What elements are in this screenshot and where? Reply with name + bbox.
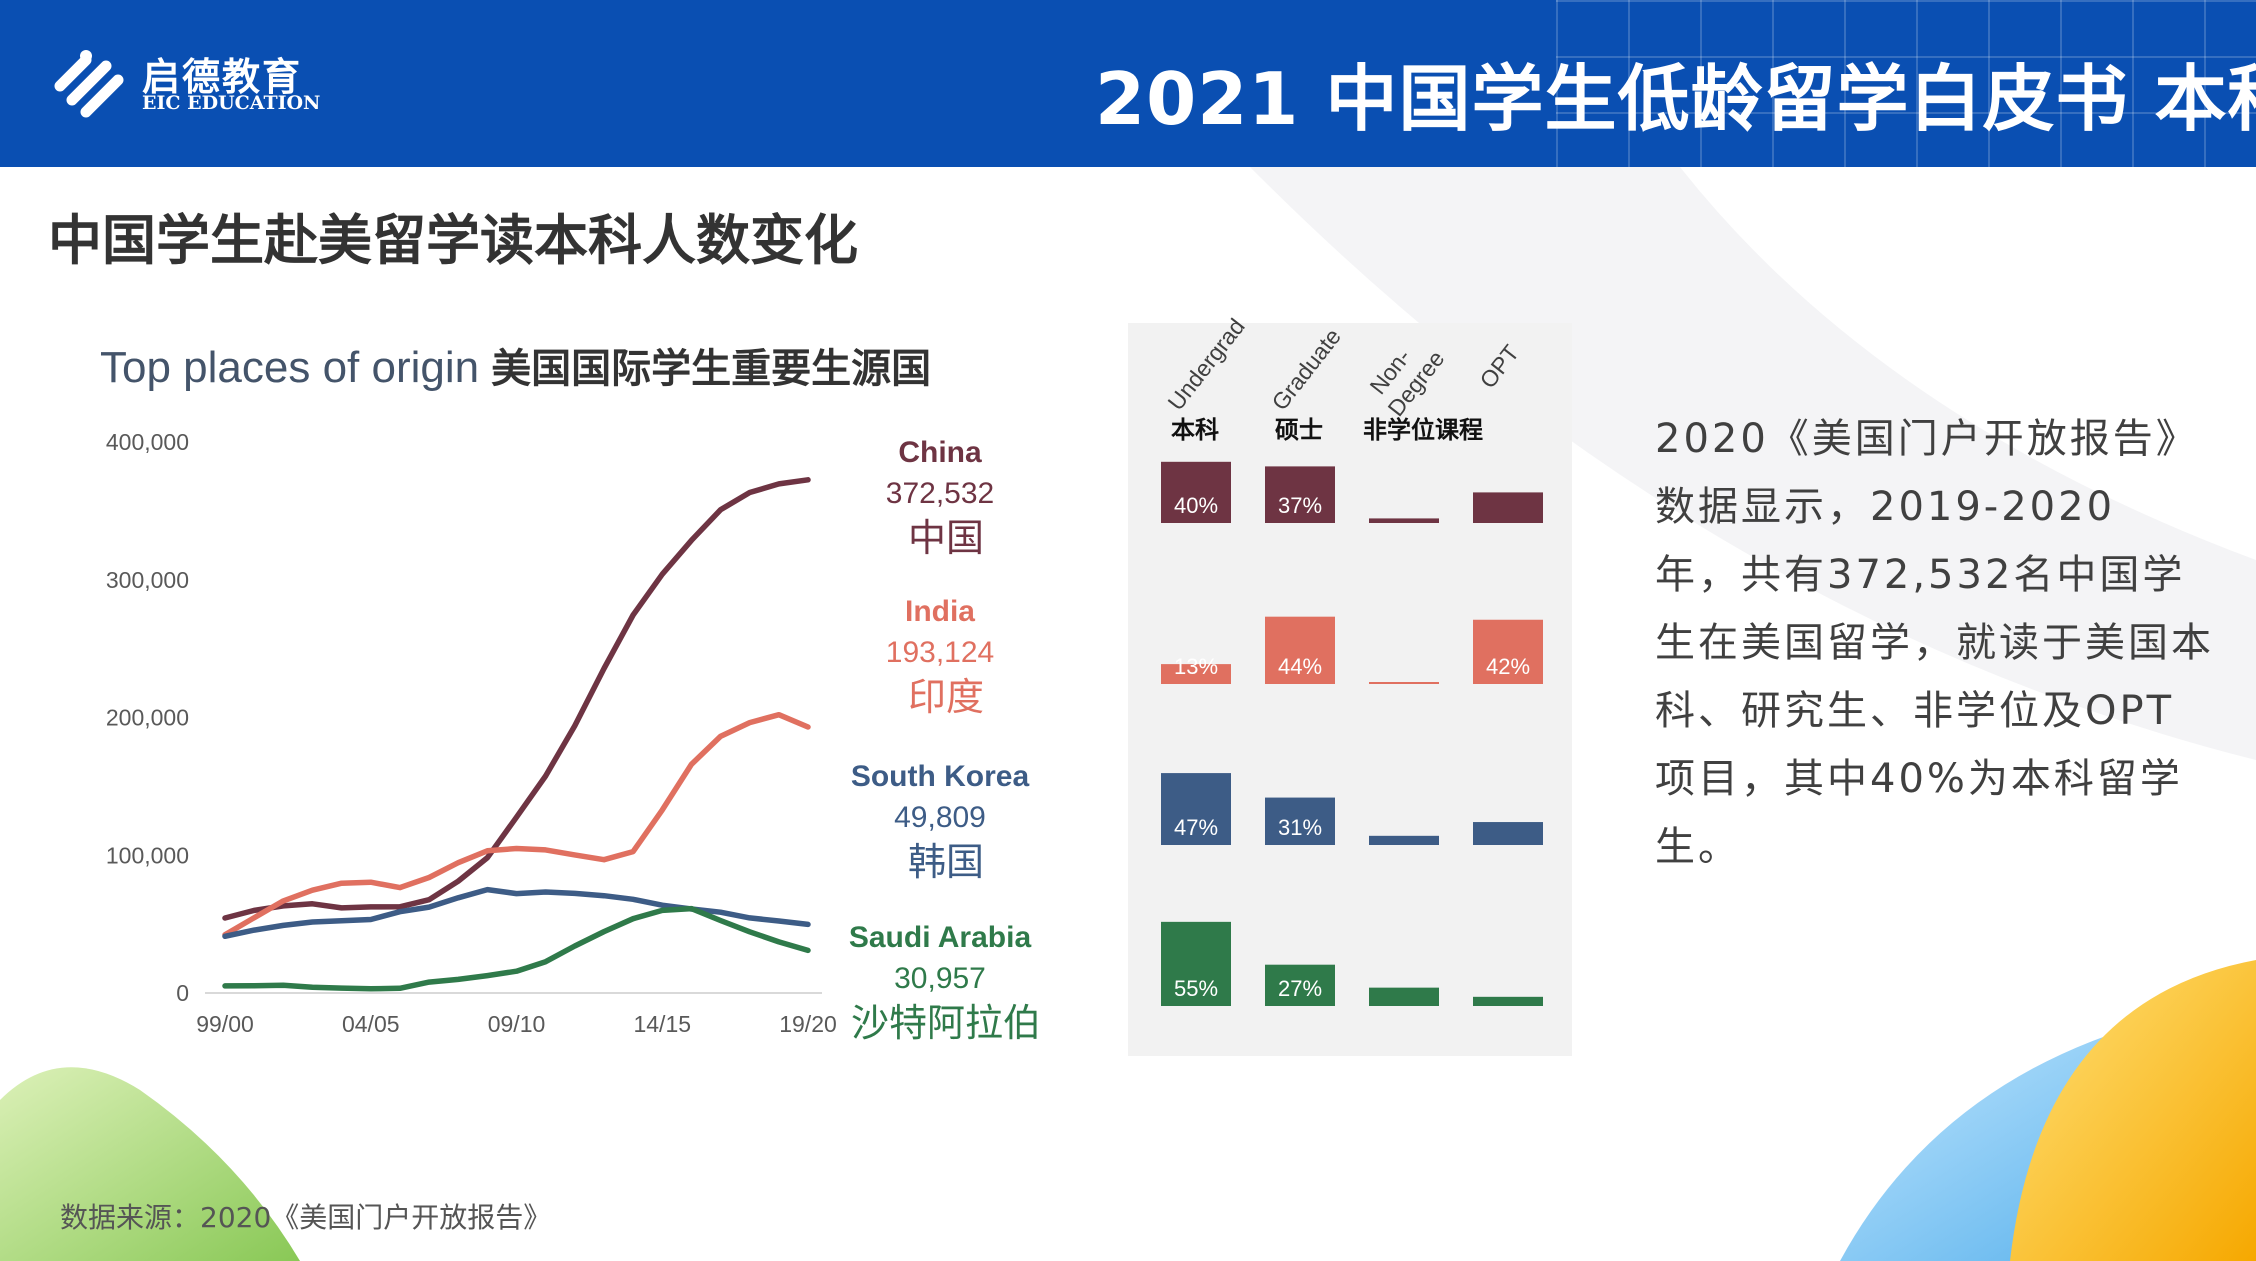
bar-india-3 [1473,619,1543,684]
series-line-china [222,477,811,921]
series-line-saudi [222,905,811,992]
bar-china-2 [1369,518,1439,523]
category-label-en: Non- [1364,344,1415,399]
data-source-note: 数据来源：2020《美国门户开放报告》 [60,1201,552,1234]
header-bar: 启德教育 EIC EDUCATION 2021 中国学生低龄留学白皮书 本科篇 [0,0,2256,167]
bar-china-0 [1161,461,1231,523]
series-name-en: South Korea [851,760,1030,793]
series-value-label: 49,809 [894,801,986,834]
bar-saudi-0 [1161,921,1231,1006]
line-chart-title-en: Top places of origin [100,343,480,392]
category-label-cn: 硕士 [1275,416,1323,444]
bar-data-label: 44% [1278,654,1322,679]
category-label-cn: 本科 [1171,416,1219,444]
bar-china-1 [1265,466,1335,523]
series-name-en: Saudi Arabia [849,921,1032,954]
y-tick-label: 200,000 [106,705,189,731]
line-chart-title: Top places of origin 美国国际学生重要生源国 [100,336,931,394]
series-name-cn: 沙特阿拉伯 [851,1001,1041,1045]
series-name-cn: 中国 [908,516,984,560]
category-label-cn: 非学位课程 [1363,416,1483,444]
blue-swoosh [1840,1000,2256,1261]
bar-panel-background [1128,323,1572,1056]
summary-paragraph: 2020《美国门户开放报告》数据显示，2019-2020 年，共有372,532… [1655,416,2214,870]
y-tick-label: 100,000 [106,842,189,868]
series-value-label: 193,124 [886,636,994,669]
header-grid-pattern [1556,0,2256,167]
series-value-label: 30,957 [894,962,986,995]
logo-en-text: EIC EDUCATION [142,92,321,114]
line-chart-title-cn: 美国国际学生重要生源国 [491,346,932,392]
y-tick-label: 400,000 [106,429,189,455]
series-line-india [222,711,811,938]
series-name-en: China [898,436,982,469]
series-label-china: China 372,532 中国 [886,436,994,560]
y-tick-label: 300,000 [106,567,189,593]
bar-data-label: 27% [1278,976,1322,1001]
category-label-en: Degree [1382,346,1449,421]
bar-korea-0 [1161,773,1231,845]
bar-saudi-2 [1369,987,1439,1006]
x-tick-label: 19/20 [779,1011,837,1037]
category-label-en: OPT [1474,340,1524,393]
bar-data-label: 31% [1278,815,1322,840]
logo-cn-text: 启德教育 [142,55,303,99]
series-name-cn: 韩国 [908,840,984,884]
bar-saudi-3 [1473,996,1543,1006]
bar-data-label: 40% [1174,493,1218,518]
series-name-cn: 印度 [908,675,984,719]
category-label-en: Undergrad [1162,313,1249,415]
series-label-saudi: Saudi Arabia 30,957 沙特阿拉伯 [849,921,1041,1045]
page-title: 中国学生赴美留学读本科人数变化 [48,209,858,272]
x-tick-label: 09/10 [488,1011,546,1037]
bar-korea-3 [1473,822,1543,845]
series-label-korea: South Korea 49,809 韩国 [851,760,1030,884]
x-tick-label: 99/00 [196,1011,254,1037]
yellow-swoosh [2010,960,2256,1261]
bar-saudi-1 [1265,964,1335,1006]
series-name-en: India [905,595,975,628]
eic-logo: 启德教育 EIC EDUCATION [50,42,350,122]
bar-india-0 [1161,664,1231,684]
bar-data-label: 47% [1174,815,1218,840]
bar-india-1 [1265,616,1335,684]
bar-china-3 [1473,492,1543,523]
header-title: 2021 中国学生低龄留学白皮书 本科篇 [1095,57,2256,141]
bar-korea-1 [1265,797,1335,845]
x-tick-label: 04/05 [342,1011,400,1037]
category-label-en: Graduate [1266,323,1346,415]
y-tick-label: 0 [176,980,189,1006]
bar-data-label: 37% [1278,493,1322,518]
eic-logo-mark-icon [54,50,124,118]
bar-korea-2 [1369,835,1439,845]
line-chart: 0 100,000 200,000 300,000 400,000 99/00 04/05 0… [106,429,1041,1045]
bar-data-label: 13% [1174,654,1218,679]
series-line-korea [222,886,811,940]
bar-data-label: 42% [1486,654,1530,679]
series-label-india: India 193,124 印度 [886,595,994,719]
series-value-label: 372,532 [886,477,994,510]
bar-india-2 [1369,682,1439,684]
x-tick-label: 14/15 [633,1011,691,1037]
bar-data-label: 55% [1174,976,1218,1001]
